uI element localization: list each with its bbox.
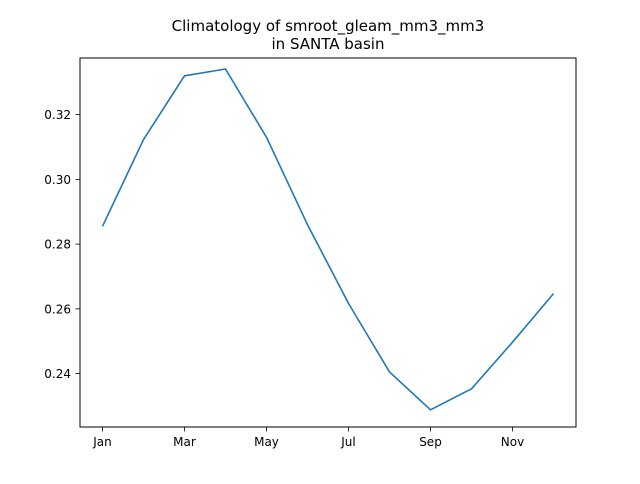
y-tick-label: 0.26	[44, 302, 71, 316]
series-line	[101, 68, 555, 411]
chart-title-line-1: Climatology of smroot_gleam_mm3_mm3	[172, 17, 485, 36]
chart-title-line-2: in SANTA basin	[272, 35, 385, 53]
y-tick-label: 0.30	[44, 173, 71, 187]
x-tick-label: Mar	[173, 435, 196, 449]
y-tick-label: 0.32	[44, 108, 71, 122]
x-tick-label: Nov	[501, 435, 524, 449]
y-axis: 0.24 0.26 0.28 0.30 0.32	[44, 108, 80, 381]
x-tick-label: May	[254, 435, 279, 449]
y-tick-label: 0.28	[44, 238, 71, 252]
x-tick-label: Jul	[340, 435, 355, 449]
x-axis: Jan Mar May Jul Sep Nov	[92, 427, 524, 449]
x-tick-label: Jan	[92, 435, 112, 449]
series-layer	[101, 68, 555, 411]
plot-area-frame	[79, 57, 577, 428]
y-tick-label: 0.24	[44, 367, 71, 381]
x-tick-label: Sep	[419, 435, 442, 449]
